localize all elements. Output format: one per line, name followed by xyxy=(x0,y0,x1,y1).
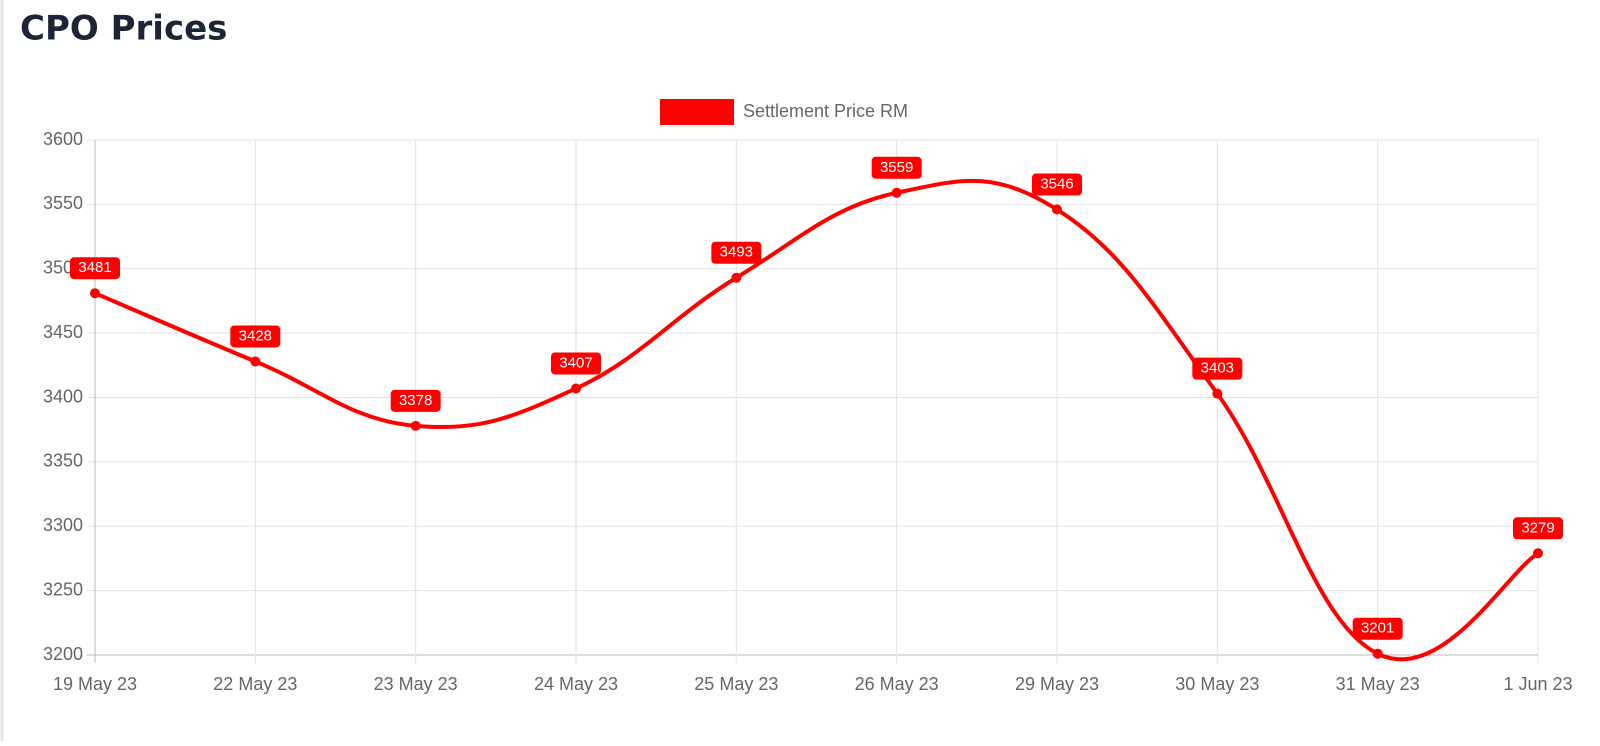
point xyxy=(891,187,902,198)
chart-title: CPO Prices xyxy=(20,9,227,49)
x-tick-label: 19 May 23 xyxy=(53,674,137,694)
point xyxy=(1533,548,1543,559)
data-label-box xyxy=(1192,357,1243,380)
data-label-box xyxy=(711,241,762,264)
y-tick-label: 3300 xyxy=(43,515,83,535)
point xyxy=(1212,388,1223,399)
legend-swatch xyxy=(660,99,734,125)
data-label-box xyxy=(1032,173,1082,196)
y-tick-label: 3600 xyxy=(43,129,83,149)
data-label: 3403 xyxy=(1201,360,1234,377)
x-tick-label: 22 May 23 xyxy=(213,674,297,694)
data-label: 3428 xyxy=(239,327,272,344)
line xyxy=(94,178,1540,662)
x-tick-label: 26 May 23 xyxy=(855,674,939,694)
point xyxy=(90,288,100,299)
point xyxy=(250,356,261,367)
y-tick-label: 3250 xyxy=(43,579,83,599)
data-label: 3201 xyxy=(1361,620,1394,637)
data-label-box xyxy=(1513,517,1563,540)
point xyxy=(1372,648,1383,659)
data-label-box xyxy=(1352,617,1403,640)
data-label: 3378 xyxy=(399,392,432,409)
point xyxy=(571,383,581,394)
point xyxy=(731,272,742,283)
data-label: 3407 xyxy=(559,354,592,371)
x-tick-label: 30 May 23 xyxy=(1175,674,1259,694)
data-label: 3559 xyxy=(880,159,913,176)
y-tick-label: 3200 xyxy=(43,644,83,664)
y-tick-label: 3450 xyxy=(43,322,83,342)
data-label-box xyxy=(551,352,601,375)
data-label-box xyxy=(70,257,120,280)
data-label-box xyxy=(390,389,441,412)
y-tick-label: 3400 xyxy=(43,386,83,406)
x-tick-label: 31 May 23 xyxy=(1336,674,1420,694)
data-label: 3546 xyxy=(1040,175,1073,192)
y-tick-label: 3550 xyxy=(43,193,83,213)
y-tick-label: 3350 xyxy=(43,451,83,471)
x-tick-label: 1 Jun 23 xyxy=(1503,674,1572,694)
legend-label: Settlement Price RM xyxy=(743,101,908,121)
data-label: 3481 xyxy=(78,259,111,276)
x-tick-label: 29 May 23 xyxy=(1015,674,1099,694)
x-tick-label: 24 May 23 xyxy=(534,674,618,694)
x-tick-label: 23 May 23 xyxy=(374,674,458,694)
data-label: 3279 xyxy=(1521,519,1554,536)
data-label-box xyxy=(871,156,922,179)
point xyxy=(1052,204,1062,215)
point xyxy=(410,420,421,431)
data-label: 3493 xyxy=(720,244,753,261)
data-label-box xyxy=(230,325,281,348)
x-tick-label: 25 May 23 xyxy=(694,674,778,694)
